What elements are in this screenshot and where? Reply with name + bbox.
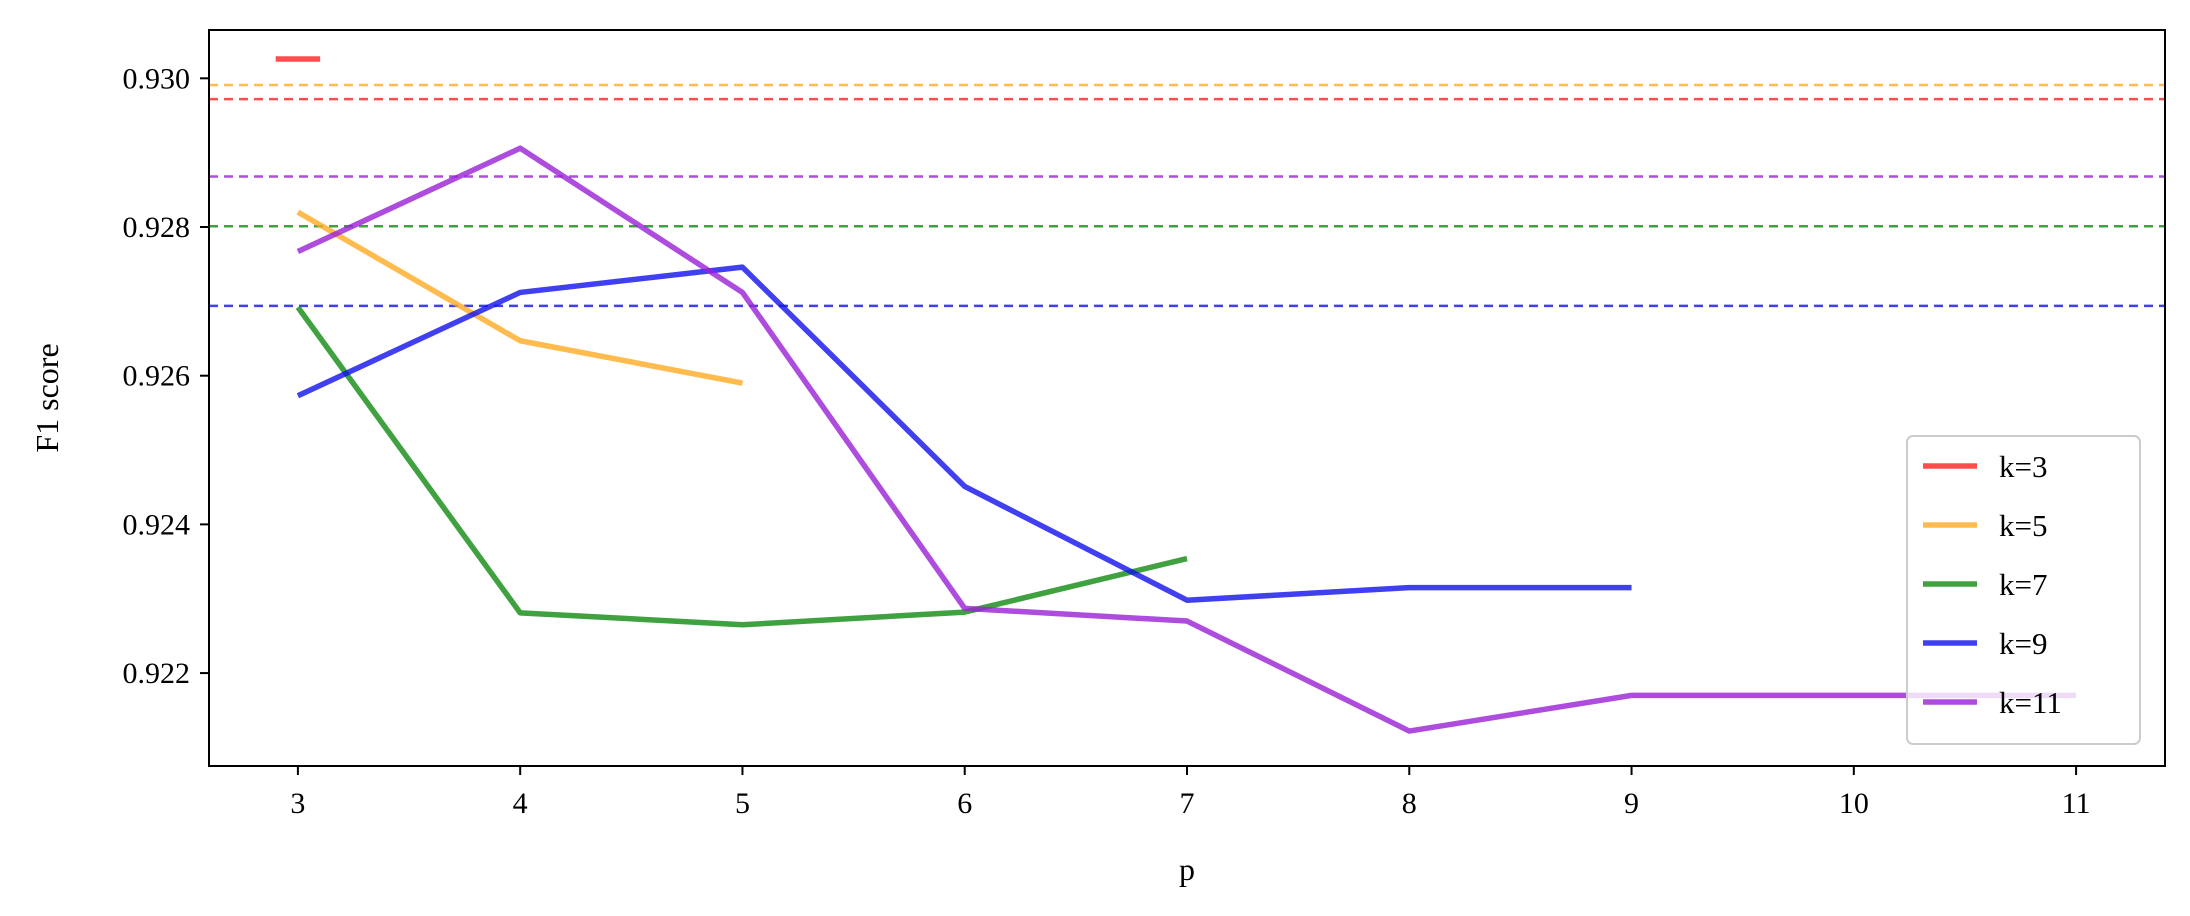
baseline-lines [209, 83, 2165, 308]
x-tick-label: 11 [2062, 787, 2091, 820]
series-line [296, 209, 743, 386]
legend-entry-label: k=3 [1999, 449, 2047, 484]
legend-box [1906, 435, 2141, 745]
x-tick-label: 7 [1180, 787, 1195, 820]
y-axis-ticks: 0.922 0.924 0.926 0.928 0.930 [123, 62, 209, 690]
y-axis-label: F1 score [29, 343, 65, 452]
x-tick-label: 4 [513, 787, 528, 820]
series-line [295, 305, 1188, 628]
legend-entry-label: k=11 [1999, 685, 2062, 720]
x-tick-label: 5 [735, 787, 750, 820]
x-tick-label: 9 [1624, 787, 1639, 820]
y-tick-label: 0.924 [123, 508, 191, 541]
y-tick-label: 0.930 [123, 62, 191, 95]
y-tick-label: 0.926 [123, 360, 191, 393]
legend: k=3 k=5 k=7 k=9 k=11 [1906, 435, 2141, 745]
y-tick-label: 0.928 [123, 211, 191, 244]
x-tick-label: 6 [957, 787, 972, 820]
x-axis-ticks: 3 4 5 6 7 8 9 10 11 [290, 766, 2091, 820]
legend-entry-label: k=7 [1999, 567, 2047, 602]
y-tick-label: 0.922 [123, 657, 191, 690]
legend-entry-label: k=5 [1999, 508, 2047, 543]
x-tick-label: 8 [1402, 787, 1417, 820]
series-line [296, 145, 2077, 734]
series-line [296, 264, 1632, 603]
x-tick-label: 3 [290, 787, 305, 820]
legend-entry-label: k=9 [1999, 626, 2047, 661]
x-tick-label: 10 [1839, 787, 1869, 820]
x-axis-label: p [1179, 851, 1195, 887]
series-lines [275, 56, 2077, 734]
